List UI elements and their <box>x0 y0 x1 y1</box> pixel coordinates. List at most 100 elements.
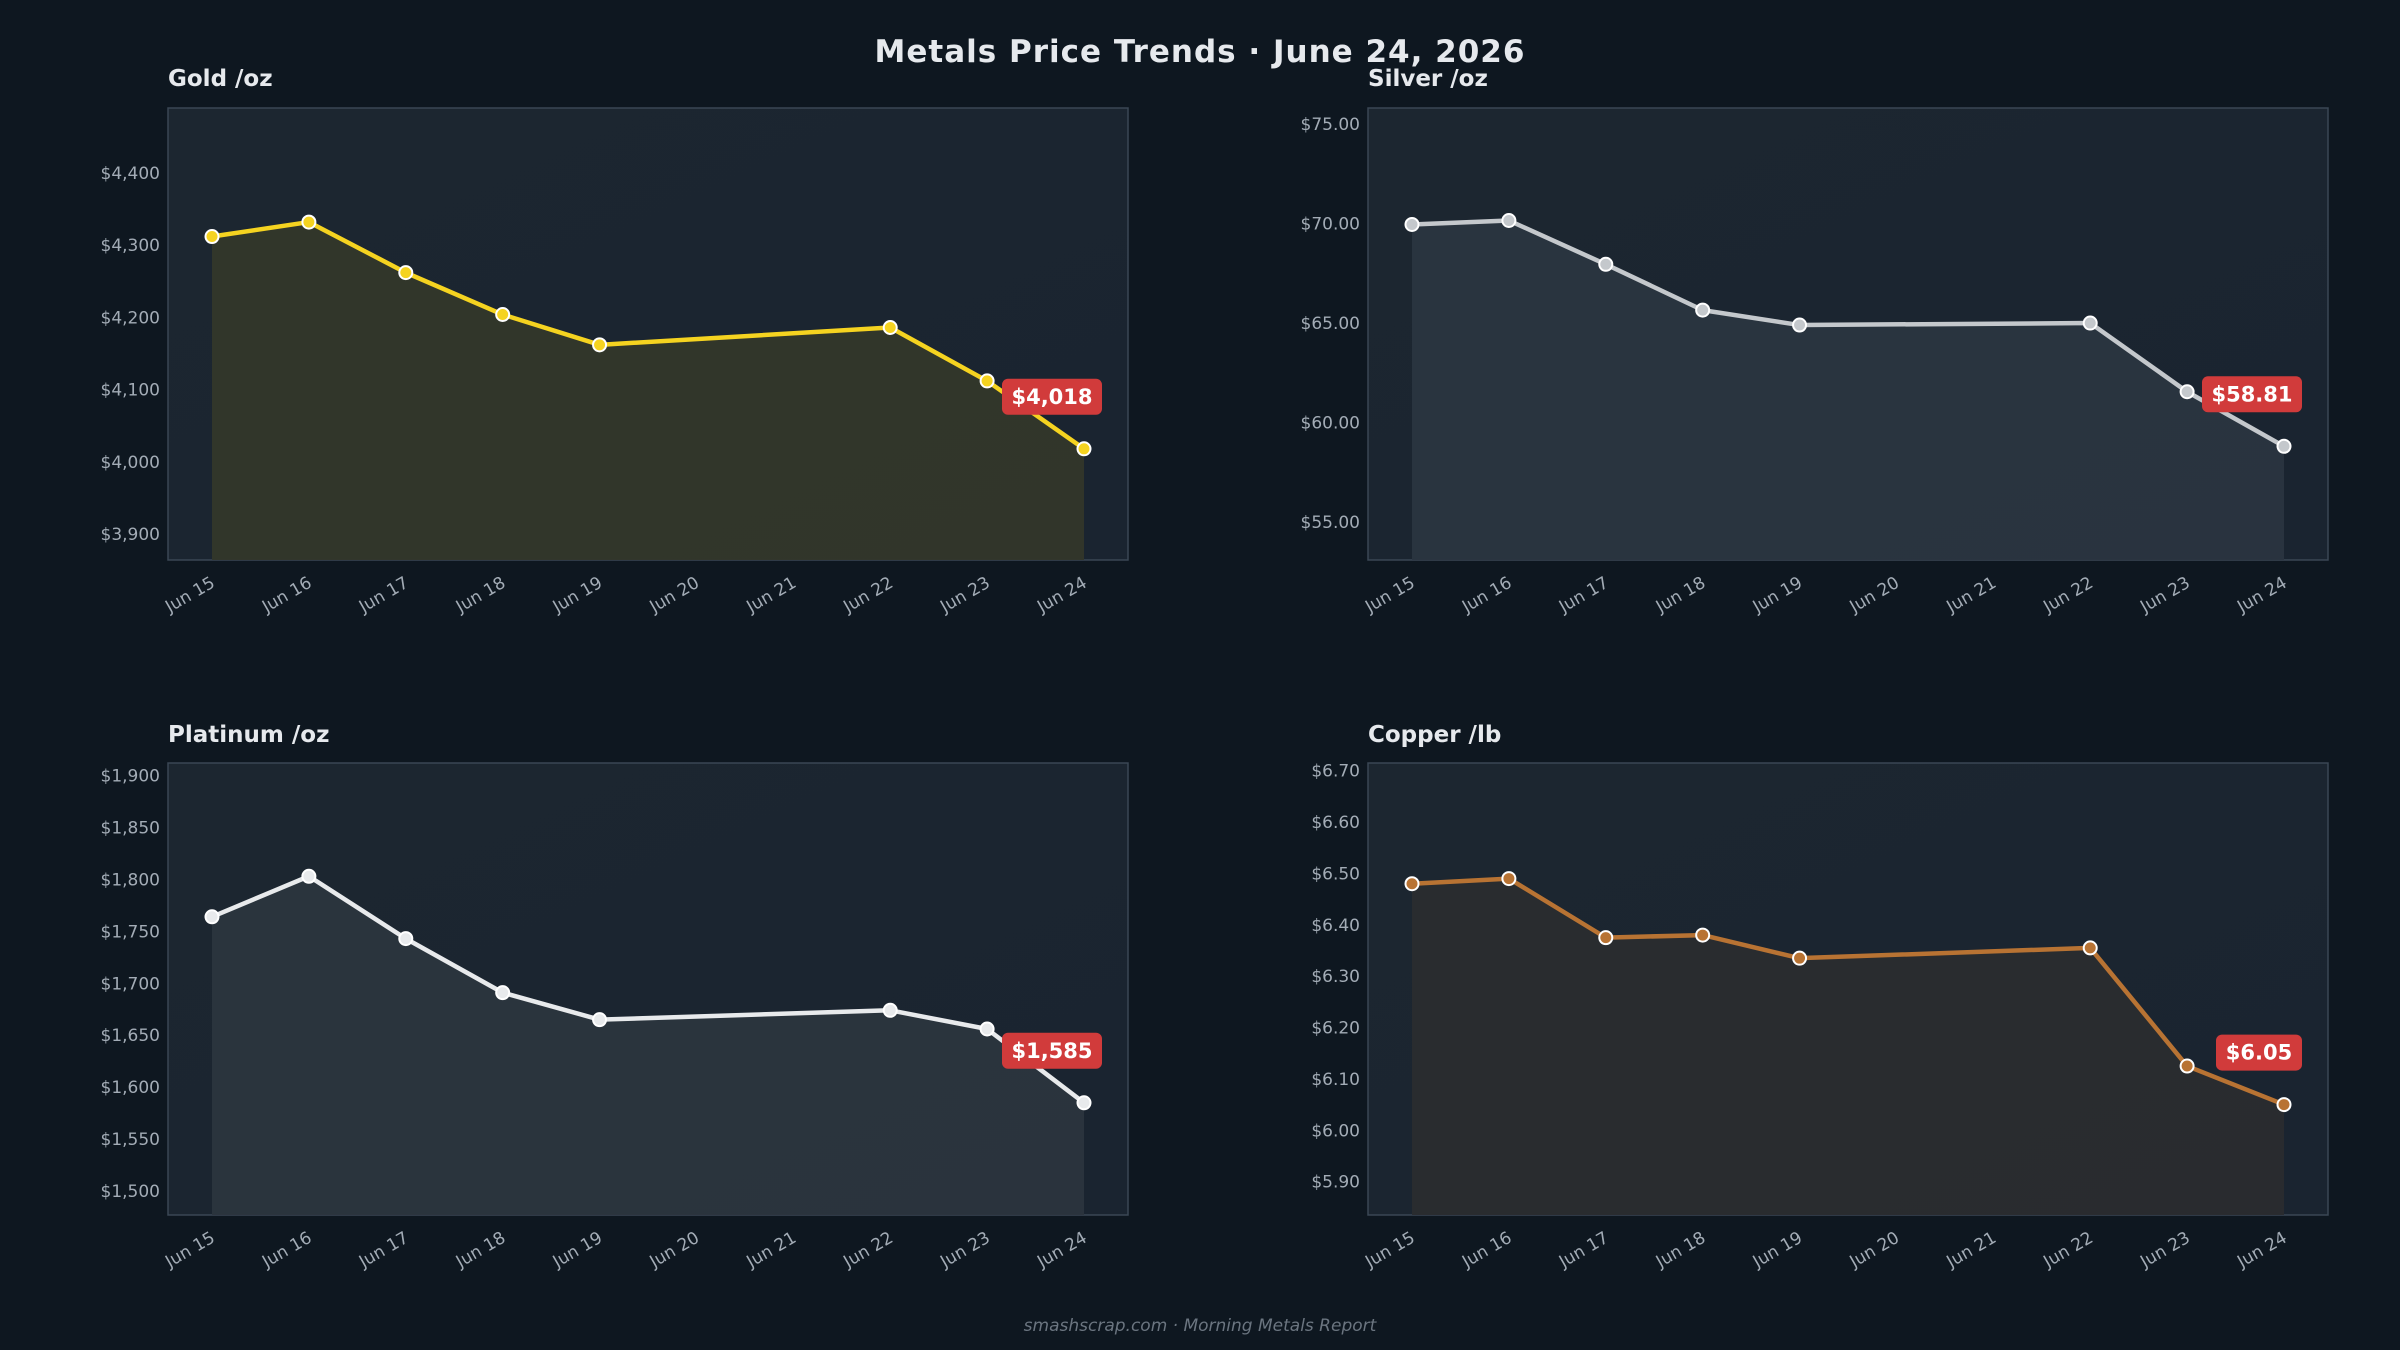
gold-data-point <box>979 373 995 389</box>
platinum-x-tick-label: Jun 19 <box>549 1228 606 1273</box>
gold-y-tick-label: $3,900 <box>101 525 160 545</box>
silver-data-point <box>2179 384 2195 400</box>
copper-x-tick-label: Jun 18 <box>1652 1228 1709 1273</box>
copper-y-tick-label: $6.70 <box>1311 762 1360 782</box>
copper-data-point <box>1598 930 1614 946</box>
gold-x-tick-label: Jun 18 <box>452 573 509 618</box>
gold-y-tick-label: $4,300 <box>101 236 160 256</box>
silver-data-point <box>1695 302 1711 318</box>
gold-latest-badge <box>1002 378 1102 415</box>
copper-x-tick-label: Jun 19 <box>1749 1228 1806 1273</box>
silver-data-point <box>1404 216 1420 232</box>
gold-y-tick-label: $4,100 <box>101 381 160 401</box>
platinum-data-point <box>592 1012 608 1028</box>
copper-x-tick-label: Jun 24 <box>2233 1228 2290 1273</box>
platinum-series-line <box>209 874 1087 1106</box>
platinum-y-tick-label: $1,550 <box>101 1130 160 1150</box>
platinum-data-point <box>882 1002 898 1018</box>
copper-y-tick-label: $6.00 <box>1311 1121 1360 1141</box>
gold-data-point <box>398 265 414 281</box>
gold-x-tick-label: Jun 19 <box>549 573 606 618</box>
silver-series-line <box>1409 218 2287 449</box>
platinum-x-tick-label: Jun 15 <box>161 1228 218 1273</box>
gold-y-tick-label: $4,400 <box>101 164 160 184</box>
copper-x-tick-label: Jun 15 <box>1361 1228 1418 1273</box>
gold-x-tick-label: Jun 16 <box>258 573 315 618</box>
copper-data-point <box>1695 927 1711 943</box>
platinum-x-tick-label: Jun 21 <box>743 1228 800 1273</box>
gold-x-tick-label: Jun 23 <box>936 573 993 618</box>
gold-x-tick-label: Jun 24 <box>1033 573 1090 618</box>
gold-data-point <box>495 307 511 323</box>
copper-y-tick-label: $6.60 <box>1311 813 1360 833</box>
gold-x-tick-label: Jun 17 <box>355 573 412 618</box>
silver-y-tick-label: $65.00 <box>1301 314 1360 334</box>
silver-x-tick-label: Jun 20 <box>1846 573 1903 618</box>
chart-silver: Silver /oz $55.00 $60.00 $65.00 $70.00 $75.0… <box>1301 66 2329 618</box>
copper-data-point <box>1792 950 1808 966</box>
platinum-x-tick-label: Jun 16 <box>258 1228 315 1273</box>
silver-area-fill <box>1412 220 2284 560</box>
platinum-y-tick-label: $1,650 <box>101 1026 160 1046</box>
silver-x-tick-label: Jun 22 <box>2039 573 2096 618</box>
chart-title-copper: Copper /lb <box>1368 722 1501 748</box>
gold-data-point <box>301 214 317 230</box>
platinum-x-tick-label: Jun 20 <box>646 1228 703 1273</box>
copper-x-tick-label: Jun 22 <box>2039 1228 2096 1273</box>
platinum-data-point <box>398 931 414 947</box>
gold-x-tick-label: Jun 21 <box>743 573 800 618</box>
copper-y-tick-label: $6.40 <box>1311 916 1360 936</box>
gold-y-tick-label: $4,000 <box>101 453 160 473</box>
silver-x-tick-label: Jun 15 <box>1361 573 1418 618</box>
platinum-y-tick-label: $1,500 <box>101 1182 160 1202</box>
copper-area-fill <box>1412 878 2284 1215</box>
silver-latest-badge <box>2202 376 2302 413</box>
page-title: Metals Price Trends · June 24, 2026 <box>874 34 1526 70</box>
footer-credit: smashscrap.com · Morning Metals Report <box>1023 1316 1377 1336</box>
platinum-y-tick-label: $1,600 <box>101 1078 160 1098</box>
copper-y-tick-label: $5.90 <box>1311 1173 1360 1193</box>
silver-x-tick-label: Jun 23 <box>2136 573 2193 618</box>
silver-x-tick-label: Jun 18 <box>1652 573 1709 618</box>
platinum-x-tick-label: Jun 17 <box>355 1228 412 1273</box>
copper-data-point <box>2276 1097 2292 1113</box>
platinum-x-tick-label: Jun 22 <box>839 1228 896 1273</box>
gold-y-tick-label: $4,200 <box>101 308 160 328</box>
chart-title-platinum: Platinum /oz <box>168 722 329 748</box>
gold-data-point <box>1076 441 1092 457</box>
silver-y-tick-label: $60.00 <box>1301 414 1360 434</box>
platinum-data-point <box>301 868 317 884</box>
silver-data-point <box>2082 315 2098 331</box>
silver-data-point <box>1792 317 1808 333</box>
silver-y-tick-label: $70.00 <box>1301 214 1360 234</box>
gold-data-point <box>204 229 220 245</box>
platinum-x-tick-label: Jun 18 <box>452 1228 509 1273</box>
platinum-data-point <box>204 909 220 925</box>
silver-x-tick-label: Jun 17 <box>1555 573 1612 618</box>
copper-y-tick-label: $6.30 <box>1311 967 1360 987</box>
platinum-y-tick-label: $1,800 <box>101 870 160 890</box>
silver-x-tick-label: Jun 24 <box>2233 573 2290 618</box>
silver-x-tick-label: Jun 16 <box>1458 573 1515 618</box>
copper-y-tick-label: $6.10 <box>1311 1070 1360 1090</box>
gold-x-tick-label: Jun 20 <box>646 573 703 618</box>
platinum-y-tick-label: $1,850 <box>101 818 160 838</box>
platinum-y-tick-label: $1,700 <box>101 974 160 994</box>
gold-data-point <box>882 320 898 336</box>
copper-x-tick-label: Jun 20 <box>1846 1228 1903 1273</box>
silver-x-tick-label: Jun 19 <box>1749 573 1806 618</box>
copper-x-tick-label: Jun 23 <box>2136 1228 2193 1273</box>
chart-title-silver: Silver /oz <box>1368 66 1488 92</box>
copper-x-tick-label: Jun 16 <box>1458 1228 1515 1273</box>
platinum-x-tick-label: Jun 24 <box>1033 1228 1090 1273</box>
silver-y-tick-label: $55.00 <box>1301 513 1360 533</box>
copper-latest-value: $6.05 <box>2226 1041 2292 1065</box>
copper-latest-badge <box>2216 1034 2302 1071</box>
chart-copper: Copper /lb $5.90 $6.00 $6.10 $6.20 $6.30 $6.4… <box>1311 722 2329 1273</box>
silver-data-point <box>2276 438 2292 454</box>
platinum-data-point <box>979 1021 995 1037</box>
platinum-y-tick-label: $1,750 <box>101 922 160 942</box>
platinum-data-point <box>1076 1095 1092 1111</box>
chart-gold: Gold /oz $3,900 $4,000 $4,100 $4,200 $4,300 $… <box>101 66 1129 618</box>
copper-x-tick-label: Jun 17 <box>1555 1228 1612 1273</box>
